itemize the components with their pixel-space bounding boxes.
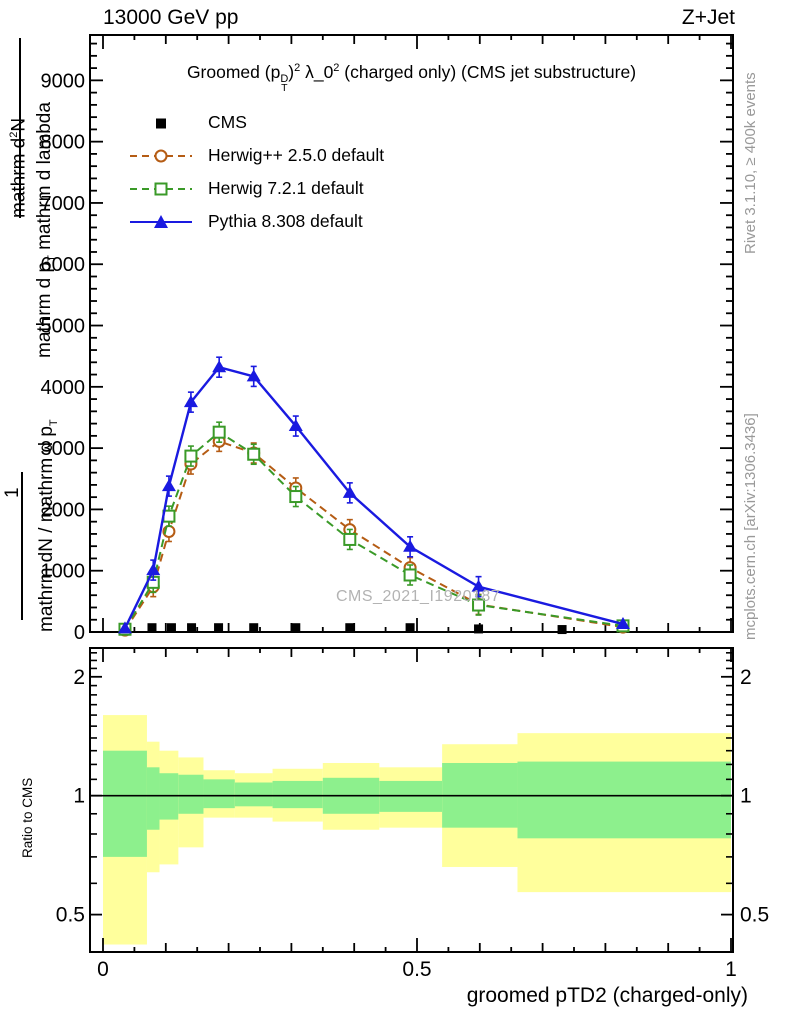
plot-title-p: (p [264, 62, 281, 82]
ratio-y-tick-label: 0.5 [740, 904, 769, 927]
ratio-green-band [146, 767, 160, 830]
ratio-green-band [517, 761, 731, 839]
cms-marker [474, 624, 484, 634]
process-label: Z+Jet [681, 6, 735, 29]
cms-marker [557, 625, 567, 635]
y-tick-label: 7000 [41, 193, 86, 215]
herwig7-marker [343, 532, 357, 546]
herwig7-marker [289, 490, 303, 504]
pythia-marker [246, 369, 261, 382]
plot-title: Groomed (p D T)2 λ_02 (charged only) (CMS … [186, 62, 637, 94]
ratio-y-tick-label: 0.5 [56, 904, 85, 927]
y-axis-label-fraction-bar [19, 38, 21, 218]
y-tick-label: 8000 [41, 132, 86, 154]
y-axis-label-fraction-bar2 [21, 472, 23, 620]
cms-marker [166, 623, 176, 633]
cms-marker [214, 623, 224, 633]
ratio-y-tick-label: 1 [73, 785, 85, 808]
y-axis-label-denominator2: mathrm dN / mathrm d pT [36, 419, 60, 632]
y-tick-label: 6000 [41, 254, 86, 276]
legend-swatch-square-open [130, 182, 192, 195]
pythia-marker [212, 360, 227, 373]
ratio-y-tick-label: 1 [740, 785, 752, 808]
ratio-panel-frame [89, 647, 734, 953]
legend-label: CMS [208, 112, 247, 132]
ratio-green-band [178, 774, 204, 814]
legend-label: Pythia 8.308 default [208, 211, 363, 231]
herwig7-marker [184, 449, 198, 463]
ratio-green-band [272, 780, 323, 809]
legend-swatch-square-filled [156, 118, 166, 128]
ratio-green-band [103, 750, 147, 857]
analysis-watermark: CMS_2021_I1920187 [336, 588, 501, 605]
mcplots-note: mcplots.cern.ch [arXiv:1306.3436] [742, 413, 759, 640]
legend-item: Herwig++ 2.5.0 default [128, 139, 384, 172]
x-tick-label: 0 [97, 958, 109, 981]
ratio-green-band [203, 779, 235, 809]
pythia-marker [146, 563, 161, 576]
legend-label: Herwig++ 2.5.0 default [208, 145, 385, 165]
y-tick-label: 9000 [41, 70, 86, 92]
beam-energy-label: 13000 GeV pp [103, 6, 239, 29]
legend-item: Pythia 8.308 default [128, 205, 384, 238]
herwig7-marker [247, 447, 261, 461]
plot-title-prefix: Groomed [186, 62, 265, 82]
legend-swatch-triangle-filled [130, 214, 192, 228]
x-axis-label: groomed pTD2 (charged-only) [466, 984, 748, 1007]
rivet-version-note: Rivet 3.1.10, ≥ 400k events [742, 72, 759, 254]
legend-item: Herwig 7.2.1 default [128, 172, 384, 205]
y-tick-label: 3000 [41, 438, 86, 460]
legend: CMS Herwig++ 2.5.0 default Herwig 7.2.1 de… [128, 106, 384, 238]
pythia-marker [161, 479, 176, 492]
ratio-y-tick-label: 2 [740, 666, 752, 689]
pythia-marker [471, 579, 486, 592]
x-tick-label: 1 [725, 958, 737, 981]
cms-marker [291, 623, 301, 633]
herwig7-marker [212, 425, 226, 439]
x-tick-label: 0.5 [402, 958, 431, 981]
legend-item: CMS [128, 106, 384, 139]
cms-marker [187, 623, 197, 633]
cms-marker [405, 623, 415, 633]
legend-swatch-circle-open [130, 149, 192, 162]
y-tick-label: 0 [74, 622, 85, 644]
pythia-marker [183, 395, 198, 408]
ratio-green-band [234, 782, 273, 807]
pythia-marker [403, 539, 418, 552]
cms-marker [345, 623, 355, 633]
pythia-marker [342, 485, 357, 498]
ratio-axis-label: Ratio to CMS [20, 777, 35, 858]
cms-marker [147, 623, 157, 633]
pythia-marker [117, 621, 132, 634]
legend-label: Herwig 7.2.1 default [208, 178, 364, 198]
y-tick-label: 5000 [41, 316, 86, 338]
y-tick-label: 2000 [41, 499, 86, 521]
y-axis-label-denominator: mathrm d pT mathrm d lambda [34, 102, 58, 358]
pythia-marker [615, 617, 630, 630]
herwig7-marker [472, 598, 486, 612]
ratio-y-tick-label: 2 [73, 666, 85, 689]
y-tick-label: 1000 [41, 561, 86, 583]
cms-marker [249, 623, 259, 633]
pythia-marker [288, 419, 303, 432]
y-tick-label: 4000 [41, 377, 86, 399]
herwig7-marker [403, 568, 417, 582]
